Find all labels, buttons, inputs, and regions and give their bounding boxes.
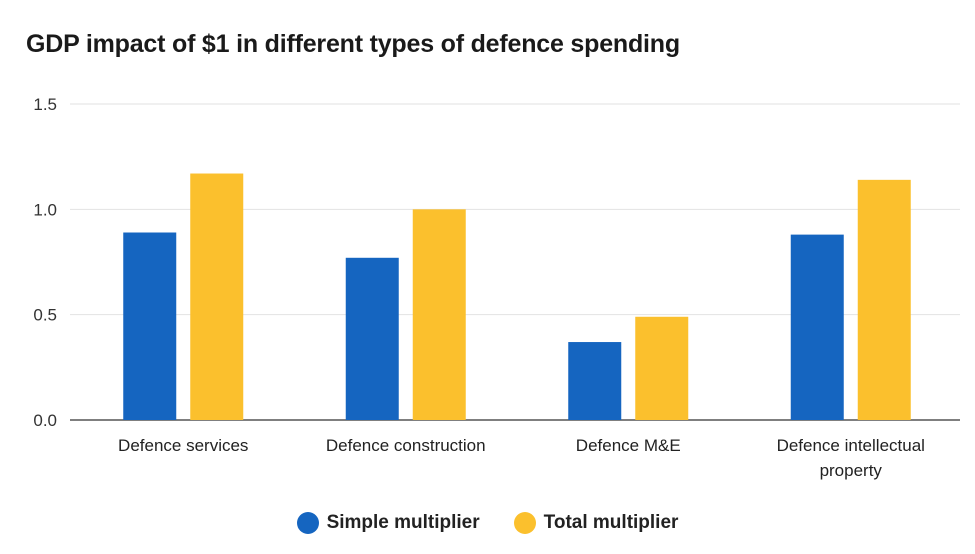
legend-item-simple: Simple multiplier (296, 512, 480, 534)
bar-simple-0 (123, 232, 177, 420)
y-tick-label: 0.5 (33, 306, 57, 325)
bar-total-1 (412, 209, 466, 420)
x-category-label: Defence construction (326, 436, 486, 455)
bar-simple-1 (345, 257, 399, 420)
bar-simple-2 (568, 342, 622, 420)
bar-total-3 (857, 179, 911, 420)
y-tick-label: 0.0 (33, 411, 57, 430)
x-category-label: Defence services (118, 436, 248, 455)
y-tick-label: 1.0 (33, 200, 57, 219)
x-category-label: Defence intellectual property (777, 436, 925, 480)
bar-simple-3 (790, 234, 844, 420)
legend-swatch-total (513, 512, 536, 534)
legend-swatch-simple (296, 512, 319, 534)
bar-total-2 (635, 316, 689, 420)
bar-total-0 (190, 173, 244, 420)
y-tick-label: 1.5 (33, 95, 57, 114)
legend-label-total: Total multiplier (543, 512, 679, 533)
x-category-label: Defence M&E (576, 436, 681, 455)
legend-label-simple: Simple multiplier (326, 512, 480, 533)
chart-legend: Simple multiplier Total multiplier (0, 512, 975, 534)
chart-title: GDP impact of $1 in different types of d… (26, 30, 680, 58)
legend-item-total: Total multiplier (513, 512, 679, 534)
